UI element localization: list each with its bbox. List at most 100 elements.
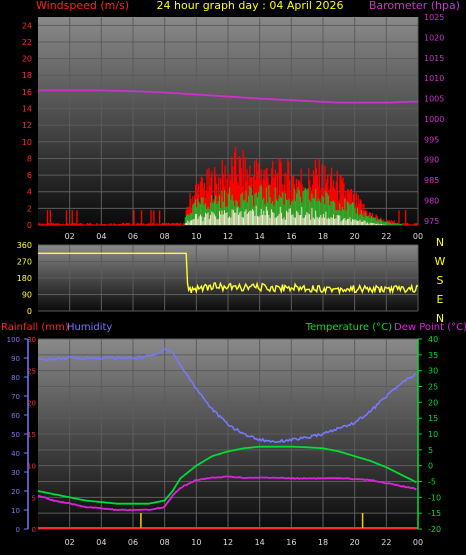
direction-compass-letter: S [437,274,444,287]
rainfall-tick-label: 15 [27,431,36,439]
humidity-tick-label: 100 [7,336,20,344]
wind-direction-line [38,252,419,296]
direction-tick-label: 0 [27,307,32,316]
hour-tick-label: 18 [318,538,328,547]
barometer-tick-label: 1015 [424,54,444,63]
windspeed-tick-label: 4 [27,188,32,197]
rainfall-tick-label: 0 [32,526,36,534]
rainfall-axis-title: Rainfall (mm) [1,322,69,333]
hour-tick-label: 00 [413,232,423,241]
windspeed-tick-label: 22 [22,38,32,47]
barometer-tick-label: 1020 [424,33,444,42]
hour-tick-label: 16 [286,538,296,547]
barometer-tick-label: 995 [424,135,439,144]
hour-tick-label: 02 [65,232,75,241]
direction-compass-letter: W [435,255,446,268]
barometer-tick-label: 1000 [424,115,444,124]
hour-tick-label: 22 [381,538,391,547]
hour-tick-label: 18 [318,232,328,241]
barometer-tick-label: 1005 [424,95,444,104]
chart-title: 24 hour graph day : 04 April 2026 [157,0,344,12]
humidity-tick-label: 90 [11,355,20,363]
humidity-tick-label: 30 [11,469,20,477]
hour-tick-label: 08 [160,232,170,241]
humidity-tick-label: 80 [11,374,20,382]
hour-tick-label: 22 [381,232,391,241]
barometer-tick-label: 990 [424,156,439,165]
barometer-tick-label: 975 [424,217,439,226]
windspeed-tick-label: 2 [27,204,32,213]
hour-tick-label: 14 [255,538,265,547]
humidity-tick-label: 20 [11,488,20,496]
hour-tick-label: 08 [160,538,170,547]
barometer-line [38,89,419,104]
hour-tick-label: 00 [413,538,423,547]
humidity-axis-title: Humidity [67,322,112,333]
temperature-tick-label: -5 [428,478,436,487]
temperature-tick-label: -15 [428,509,441,518]
hour-tick-label: 02 [65,538,75,547]
windspeed-tick-label: 24 [22,21,32,30]
hour-tick-label: 06 [128,232,138,241]
direction-compass-letter: N [436,312,444,325]
temperature-tick-label: 5 [428,446,433,455]
humidity-line [37,348,417,444]
barometer-tick-label: 1010 [424,74,444,83]
rainfall-tick-label: 20 [27,399,36,407]
hour-tick-label: 12 [223,232,233,241]
direction-tick-label: 90 [22,291,32,300]
temperature-tick-label: 20 [428,398,438,407]
hour-tick-label: 20 [350,538,360,547]
humidity-tick-label: 70 [11,393,20,401]
temperature-tick-label: 0 [428,462,433,471]
direction-tick-label: 180 [17,274,32,283]
hour-tick-label: 06 [128,538,138,547]
hour-tick-label: 14 [255,232,265,241]
windspeed-tick-label: 12 [22,121,32,130]
rainfall-tick-label: 10 [27,463,36,471]
temperature-tick-label: 15 [428,414,438,423]
rainfall-tick-label: 25 [27,368,36,376]
temperature-tick-label: -10 [428,493,441,502]
temperature-tick-label: 40 [428,335,438,344]
hour-tick-label: 12 [223,538,233,547]
barometer-tick-label: 985 [424,176,439,185]
temperature-tick-label: -20 [428,525,441,534]
windspeed-tick-label: 14 [22,105,32,114]
rainfall-tick-label: 5 [32,494,36,502]
barometer-tick-label: 1025 [424,13,444,22]
temperature-tick-label: 30 [428,367,438,376]
dewpoint-line [38,475,417,512]
windspeed-axis-title: Windspeed (m/s) [36,0,129,12]
direction-tick-label: 360 [17,241,32,250]
humidity-tick-label: 60 [11,412,20,420]
humidity-tick-label: 40 [11,450,20,458]
direction-tick-label: 270 [17,258,32,267]
direction-compass-letter: N [436,236,444,249]
windspeed-tick-label: 18 [22,71,32,80]
windspeed-tick-label: 8 [27,154,32,163]
temperature-tick-label: 35 [428,351,438,360]
humidity-tick-label: 50 [11,431,20,439]
hour-tick-label: 04 [96,538,106,547]
axis-labels: 0246810121416182022249759809859909951000… [7,13,446,547]
barometer-tick-label: 980 [424,197,439,206]
windspeed-tick-label: 20 [22,55,32,64]
temperature-tick-label: 10 [428,430,438,439]
humidity-tick-label: 10 [11,507,20,515]
humidity-tick-label: 0 [16,526,20,534]
hour-tick-label: 10 [191,538,201,547]
windspeed-tick-label: 0 [27,221,32,230]
barometer-axis-title: Barometer (hpa) [369,0,460,12]
temperature-line [37,445,417,505]
windspeed-tick-label: 16 [22,88,32,97]
series-layer [37,89,419,529]
hour-tick-label: 20 [350,232,360,241]
rainfall-tick-label: 30 [27,336,36,344]
temperature-tick-label: 25 [428,383,438,392]
hour-tick-label: 16 [286,232,296,241]
windspeed-tick-label: 6 [27,171,32,180]
hour-tick-label: 04 [96,232,106,241]
